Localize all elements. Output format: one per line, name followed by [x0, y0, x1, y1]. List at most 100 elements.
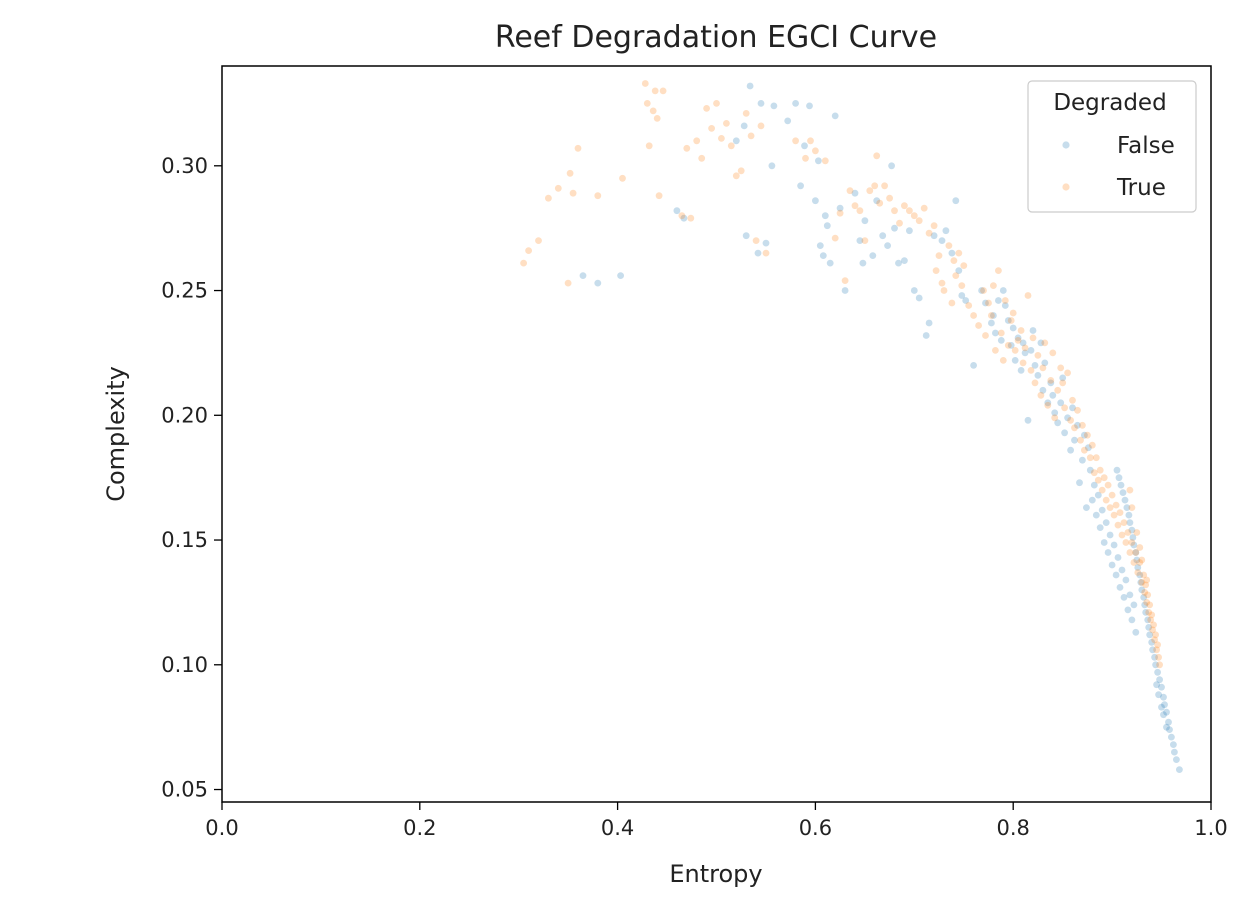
- data-point: [920, 204, 928, 212]
- data-point: [841, 287, 849, 294]
- data-point: [891, 207, 898, 215]
- data-point: [1142, 609, 1150, 616]
- data-point: [1160, 711, 1167, 719]
- data-point: [938, 237, 946, 245]
- data-point: [816, 242, 824, 250]
- data-point: [673, 207, 681, 215]
- data-point: [1128, 526, 1136, 534]
- data-point: [718, 135, 725, 142]
- data-point: [879, 232, 887, 240]
- data-point: [1130, 541, 1138, 549]
- data-point: [861, 237, 869, 245]
- data-point: [873, 152, 881, 160]
- data-point: [1094, 491, 1102, 499]
- data-point: [1140, 594, 1148, 601]
- data-point: [965, 302, 973, 309]
- data-point: [678, 212, 686, 220]
- data-point: [812, 197, 819, 205]
- data-point: [1029, 327, 1037, 334]
- data-point: [1017, 327, 1025, 334]
- data-point: [594, 279, 602, 287]
- data-point: [1122, 539, 1130, 546]
- data-point: [757, 100, 765, 107]
- data-point: [1141, 601, 1149, 609]
- data-point: [925, 319, 933, 327]
- data-point: [1163, 708, 1170, 716]
- data-point: [653, 115, 661, 122]
- data-point: [1007, 342, 1015, 349]
- data-point: [952, 272, 960, 279]
- plot-frame: [221, 65, 1212, 803]
- data-point: [1092, 511, 1100, 519]
- data-point: [1085, 444, 1092, 452]
- data-point: [942, 227, 950, 235]
- data-point: [823, 222, 831, 230]
- data-point: [1027, 367, 1035, 374]
- data-point: [901, 202, 908, 210]
- data-point: [564, 279, 572, 287]
- data-point: [910, 287, 918, 294]
- data-point: [1154, 668, 1161, 676]
- data-point: [1041, 339, 1049, 347]
- data-point: [1134, 564, 1142, 571]
- data-point: [906, 227, 913, 235]
- data-point: [1054, 386, 1062, 394]
- data-point: [1021, 344, 1029, 352]
- data-point: [1120, 519, 1128, 526]
- data-point: [1112, 571, 1120, 579]
- data-point: [826, 259, 834, 267]
- data-point: [1037, 391, 1045, 399]
- data-point: [732, 137, 740, 145]
- data-point: [520, 259, 527, 267]
- data-point: [930, 222, 938, 230]
- data-point: [1146, 601, 1154, 609]
- y-axis: 0.05 0.10 0.15 0.20 0.25 0.30: [161, 154, 222, 802]
- data-point: [1088, 496, 1096, 504]
- data-point: [1110, 541, 1118, 549]
- data-point: [1125, 511, 1133, 519]
- data-point: [554, 184, 562, 192]
- data-point: [1133, 529, 1141, 536]
- data-point: [1019, 339, 1027, 347]
- data-point: [1130, 559, 1138, 566]
- data-point: [886, 194, 893, 202]
- data-point: [1061, 429, 1068, 437]
- data-point: [1096, 466, 1104, 474]
- data-point: [1084, 431, 1091, 439]
- legend-marker-true: [1062, 183, 1070, 191]
- data-point: [1132, 628, 1140, 636]
- data-point: [901, 257, 908, 264]
- data-point: [910, 212, 918, 220]
- data-point: [1171, 748, 1178, 756]
- data-point: [651, 87, 659, 95]
- data-point: [906, 207, 913, 215]
- data-point: [645, 142, 653, 150]
- data-point: [1076, 479, 1083, 487]
- data-point: [992, 329, 999, 337]
- data-point: [1113, 466, 1121, 474]
- data-point: [1173, 756, 1180, 763]
- data-point: [703, 105, 710, 112]
- data-point: [1124, 606, 1132, 614]
- data-point: [723, 120, 730, 127]
- data-point: [1142, 581, 1150, 589]
- data-point: [895, 259, 902, 267]
- data-point: [1077, 436, 1084, 444]
- data-point: [535, 237, 542, 245]
- data-point: [762, 239, 770, 247]
- data-point: [1106, 504, 1114, 511]
- data-point: [1156, 676, 1163, 684]
- data-point: [999, 357, 1007, 364]
- data-point: [1051, 409, 1059, 417]
- data-point: [742, 110, 750, 117]
- data-point: [1165, 718, 1172, 726]
- data-point: [1059, 374, 1067, 382]
- data-point: [655, 192, 663, 200]
- data-point: [801, 142, 808, 150]
- data-point: [1152, 661, 1159, 669]
- data-point: [999, 287, 1007, 294]
- data-point: [940, 287, 948, 294]
- data-point: [797, 182, 804, 190]
- x-tick-label: 0.4: [601, 816, 634, 840]
- data-point: [1037, 339, 1045, 347]
